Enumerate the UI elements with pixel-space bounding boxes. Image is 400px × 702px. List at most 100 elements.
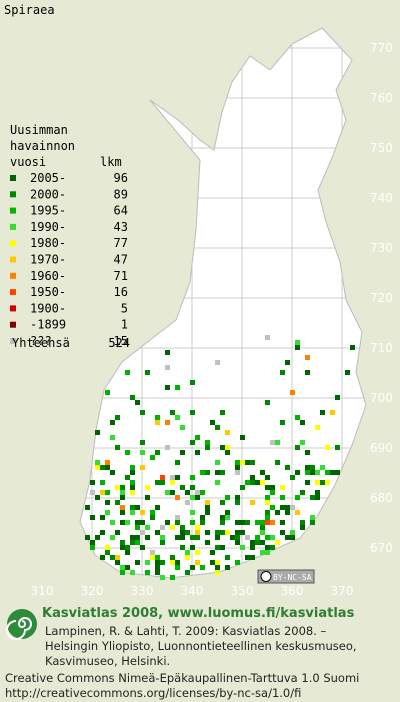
- occurrence-square: [205, 500, 210, 505]
- occurrence-square: [105, 460, 110, 465]
- occurrence-square: [290, 475, 295, 480]
- occurrence-square: [90, 540, 95, 545]
- occurrence-square: [185, 550, 190, 555]
- occurrence-square: [135, 560, 140, 565]
- occurrence-square: [180, 545, 185, 550]
- citation: Lampinen, R. & Lahti, T. 2009: Kasviatla…: [45, 624, 327, 638]
- occurrence-square: [115, 530, 120, 535]
- occurrence-square: [185, 530, 190, 535]
- occurrence-square: [90, 490, 95, 495]
- occurrence-square: [135, 520, 140, 525]
- occurrence-square: [120, 510, 125, 515]
- occurrence-square: [195, 525, 200, 530]
- occurrence-square: [105, 510, 110, 515]
- title: Spiraea: [4, 3, 55, 17]
- occurrence-square: [145, 535, 150, 540]
- occurrence-square: [170, 490, 175, 495]
- x-label: 310: [31, 584, 54, 598]
- occurrence-square: [105, 390, 110, 395]
- occurrence-square: [245, 555, 250, 560]
- occurrence-square: [270, 505, 275, 510]
- occurrence-square: [120, 505, 125, 510]
- legend-total-label: Yhteensä: [12, 336, 70, 350]
- occurrence-square: [150, 455, 155, 460]
- occurrence-square: [195, 530, 200, 535]
- occurrence-square: [215, 565, 220, 570]
- occurrence-square: [325, 470, 330, 475]
- legend-swatch: [10, 338, 16, 344]
- occurrence-square: [260, 540, 265, 545]
- occurrence-square: [160, 575, 165, 580]
- occurrence-square: [305, 480, 310, 485]
- legend-count: 89: [114, 187, 128, 201]
- occurrence-square: [265, 495, 270, 500]
- occurrence-square: [105, 545, 110, 550]
- occurrence-square: [305, 355, 310, 360]
- occurrence-square: [125, 450, 130, 455]
- x-label: 370: [331, 584, 354, 598]
- occurrence-square: [225, 445, 230, 450]
- occurrence-square: [225, 515, 230, 520]
- occurrence-square: [320, 410, 325, 415]
- occurrence-square: [120, 520, 125, 525]
- cc-badge: [257, 569, 315, 584]
- occurrence-square: [255, 480, 260, 485]
- occurrence-square: [265, 485, 270, 490]
- occurrence-square: [220, 515, 225, 520]
- occurrence-square: [115, 485, 120, 490]
- legend-label: 1995-: [30, 204, 66, 218]
- legend: Uusimman havainnon vuosi lkm 2005- 96 2000- 89 1…: [10, 123, 130, 350]
- occurrence-square: [240, 460, 245, 465]
- occurrence-square: [225, 530, 230, 535]
- occurrence-square: [260, 520, 265, 525]
- legend-label: 1950-: [30, 285, 66, 299]
- occurrence-square: [205, 505, 210, 510]
- occurrence-square: [285, 360, 290, 365]
- occurrence-square: [175, 515, 180, 520]
- occurrence-square: [175, 475, 180, 480]
- legend-swatch: [10, 207, 16, 214]
- occurrence-square: [110, 420, 115, 425]
- occurrence-square: [125, 370, 130, 375]
- occurrence-square: [155, 420, 160, 425]
- legend-total-count: 524: [108, 336, 130, 350]
- legend-count: 96: [114, 171, 128, 185]
- occurrence-square: [120, 570, 125, 575]
- occurrence-square: [225, 495, 230, 500]
- occurrence-square: [190, 380, 195, 385]
- occurrence-square: [130, 490, 135, 495]
- legend-label: 1960-: [30, 269, 66, 283]
- occurrence-square: [195, 535, 200, 540]
- occurrence-square: [235, 460, 240, 465]
- occurrence-square: [145, 370, 150, 375]
- legend-heading: vuosi: [10, 155, 46, 169]
- occurrence-square: [115, 560, 120, 565]
- occurrence-square: [310, 470, 315, 475]
- y-label: 760: [370, 91, 393, 105]
- occurrence-square: [170, 560, 175, 565]
- occurrence-square: [200, 490, 205, 495]
- legend-swatch: [10, 240, 16, 247]
- x-label: 350: [231, 584, 254, 598]
- occurrence-square: [190, 485, 195, 490]
- occurrence-square: [235, 520, 240, 525]
- occurrence-square: [205, 470, 210, 475]
- x-label: 340: [181, 584, 204, 598]
- occurrence-square: [180, 425, 185, 430]
- y-label: 730: [370, 241, 393, 255]
- occurrence-square: [350, 345, 355, 350]
- occurrence-square: [345, 370, 350, 375]
- legend-swatch: [10, 305, 16, 312]
- occurrence-square: [210, 420, 215, 425]
- occurrence-square: [180, 530, 185, 535]
- occurrence-square: [270, 520, 275, 525]
- occurrence-square: [250, 460, 255, 465]
- occurrence-square: [310, 495, 315, 500]
- occurrence-square: [265, 545, 270, 550]
- occurrence-square: [155, 480, 160, 485]
- occurrence-square: [235, 495, 240, 500]
- occurrence-square: [175, 460, 180, 465]
- occurrence-square: [165, 350, 170, 355]
- occurrence-square: [220, 545, 225, 550]
- occurrence-square: [110, 435, 115, 440]
